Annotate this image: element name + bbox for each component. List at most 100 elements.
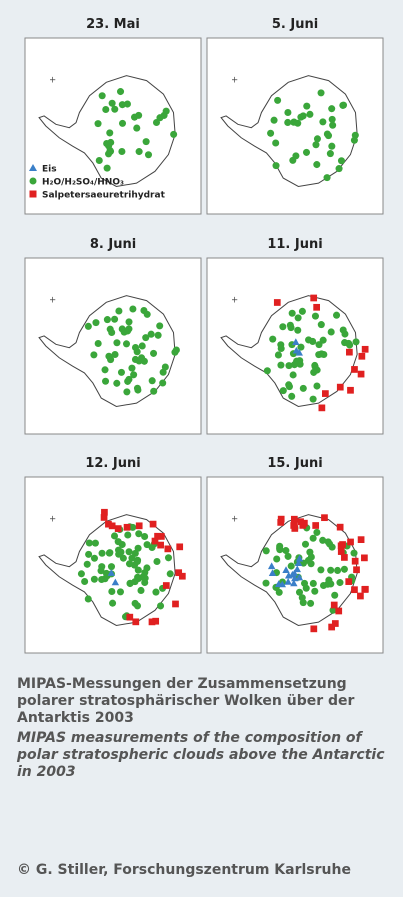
pole-marker: +: [49, 74, 56, 84]
red-square: [162, 582, 170, 589]
green-dot: [150, 349, 158, 357]
green-dot: [306, 548, 314, 556]
red-square: [108, 522, 116, 530]
green-dot: [140, 357, 148, 365]
green-dot: [288, 392, 296, 400]
caption-german: MIPAS-Messungen der Zusammensetzung pola…: [17, 676, 355, 726]
red-square: [330, 601, 338, 609]
green-dot: [122, 340, 131, 348]
green-dot: [130, 371, 138, 379]
green-dot: [134, 544, 142, 552]
blue-triangle: [294, 559, 303, 567]
green-dot: [296, 357, 304, 365]
green-dot: [290, 361, 299, 369]
antarctica-outline: [220, 295, 358, 408]
red-square: [277, 519, 285, 526]
green-dot: [128, 364, 136, 372]
green-dot: [133, 384, 141, 392]
red-square: [312, 522, 320, 529]
green-dot: [85, 539, 93, 547]
green-dot: [90, 575, 98, 583]
green-dot: [138, 342, 146, 350]
red-square: [154, 532, 161, 540]
pole-marker: +: [49, 294, 56, 304]
green-dot: [166, 570, 174, 578]
caption-english: MIPAS measurements of the composition of…: [17, 730, 385, 780]
green-dot: [105, 150, 113, 158]
red-square: [178, 572, 186, 580]
red-square: [123, 523, 131, 531]
green-dot: [141, 532, 149, 541]
green-dot: [156, 322, 164, 330]
green-dot: [329, 606, 337, 614]
red-square: [361, 345, 369, 353]
red-square: [331, 620, 339, 627]
green-dot: [105, 142, 113, 150]
map: +: [220, 294, 369, 412]
green-dot: [273, 555, 281, 563]
green-dot: [113, 339, 121, 347]
map: +: [38, 74, 178, 188]
red-square: [353, 566, 360, 574]
green-dot: [328, 105, 336, 113]
green-dot: [103, 164, 111, 172]
green-dot: [325, 576, 333, 584]
legend-label: Eis: [42, 165, 57, 175]
green-dot: [284, 108, 292, 116]
green-dot: [135, 530, 143, 538]
pole-marker: +: [231, 294, 238, 304]
red-square: [361, 554, 368, 562]
blue-triangle: [291, 574, 299, 582]
green-dot: [143, 541, 151, 549]
green-dot: [263, 367, 271, 375]
green-dot: [336, 579, 344, 587]
green-dot: [319, 118, 327, 126]
green-dot: [327, 328, 335, 336]
green-dot: [124, 531, 132, 539]
red-square: [310, 625, 318, 633]
green-dot: [154, 331, 162, 339]
green-dot: [352, 338, 360, 346]
green-dot: [108, 99, 116, 107]
green-dot: [117, 548, 125, 556]
green-dot: [262, 547, 270, 555]
green-dot: [129, 305, 137, 313]
red-square: [336, 523, 344, 531]
legend-symbol: [29, 190, 37, 198]
red-square: [337, 542, 345, 550]
green-dot: [302, 584, 310, 592]
green-dot: [125, 548, 133, 556]
green-dot: [311, 587, 319, 595]
green-dot: [340, 565, 348, 573]
red-square: [135, 522, 143, 530]
blue-triangle: [295, 554, 304, 562]
red-square: [105, 520, 112, 528]
green-dot: [290, 118, 298, 126]
red-square: [175, 569, 183, 577]
green-dot: [285, 383, 293, 391]
green-dot: [309, 534, 317, 542]
red-square: [335, 607, 343, 615]
red-square: [126, 613, 134, 621]
green-dot: [135, 111, 143, 119]
green-dot: [91, 539, 99, 547]
red-square: [290, 522, 298, 529]
green-dot: [327, 566, 335, 574]
green-dot: [133, 557, 141, 565]
green-dot: [134, 566, 142, 574]
pole-marker: +: [231, 74, 238, 84]
green-dot: [288, 309, 296, 317]
red-square: [337, 548, 345, 555]
green-dot: [116, 588, 125, 596]
green-dot: [294, 314, 302, 322]
green-dot: [337, 157, 345, 165]
green-dot: [117, 88, 125, 96]
green-dot: [277, 361, 285, 369]
red-square: [318, 404, 326, 412]
green-dot: [304, 556, 312, 564]
green-dot: [164, 554, 173, 562]
red-square: [322, 390, 329, 397]
green-dot: [103, 316, 111, 324]
green-dot: [172, 346, 180, 354]
green-dot: [319, 536, 327, 544]
